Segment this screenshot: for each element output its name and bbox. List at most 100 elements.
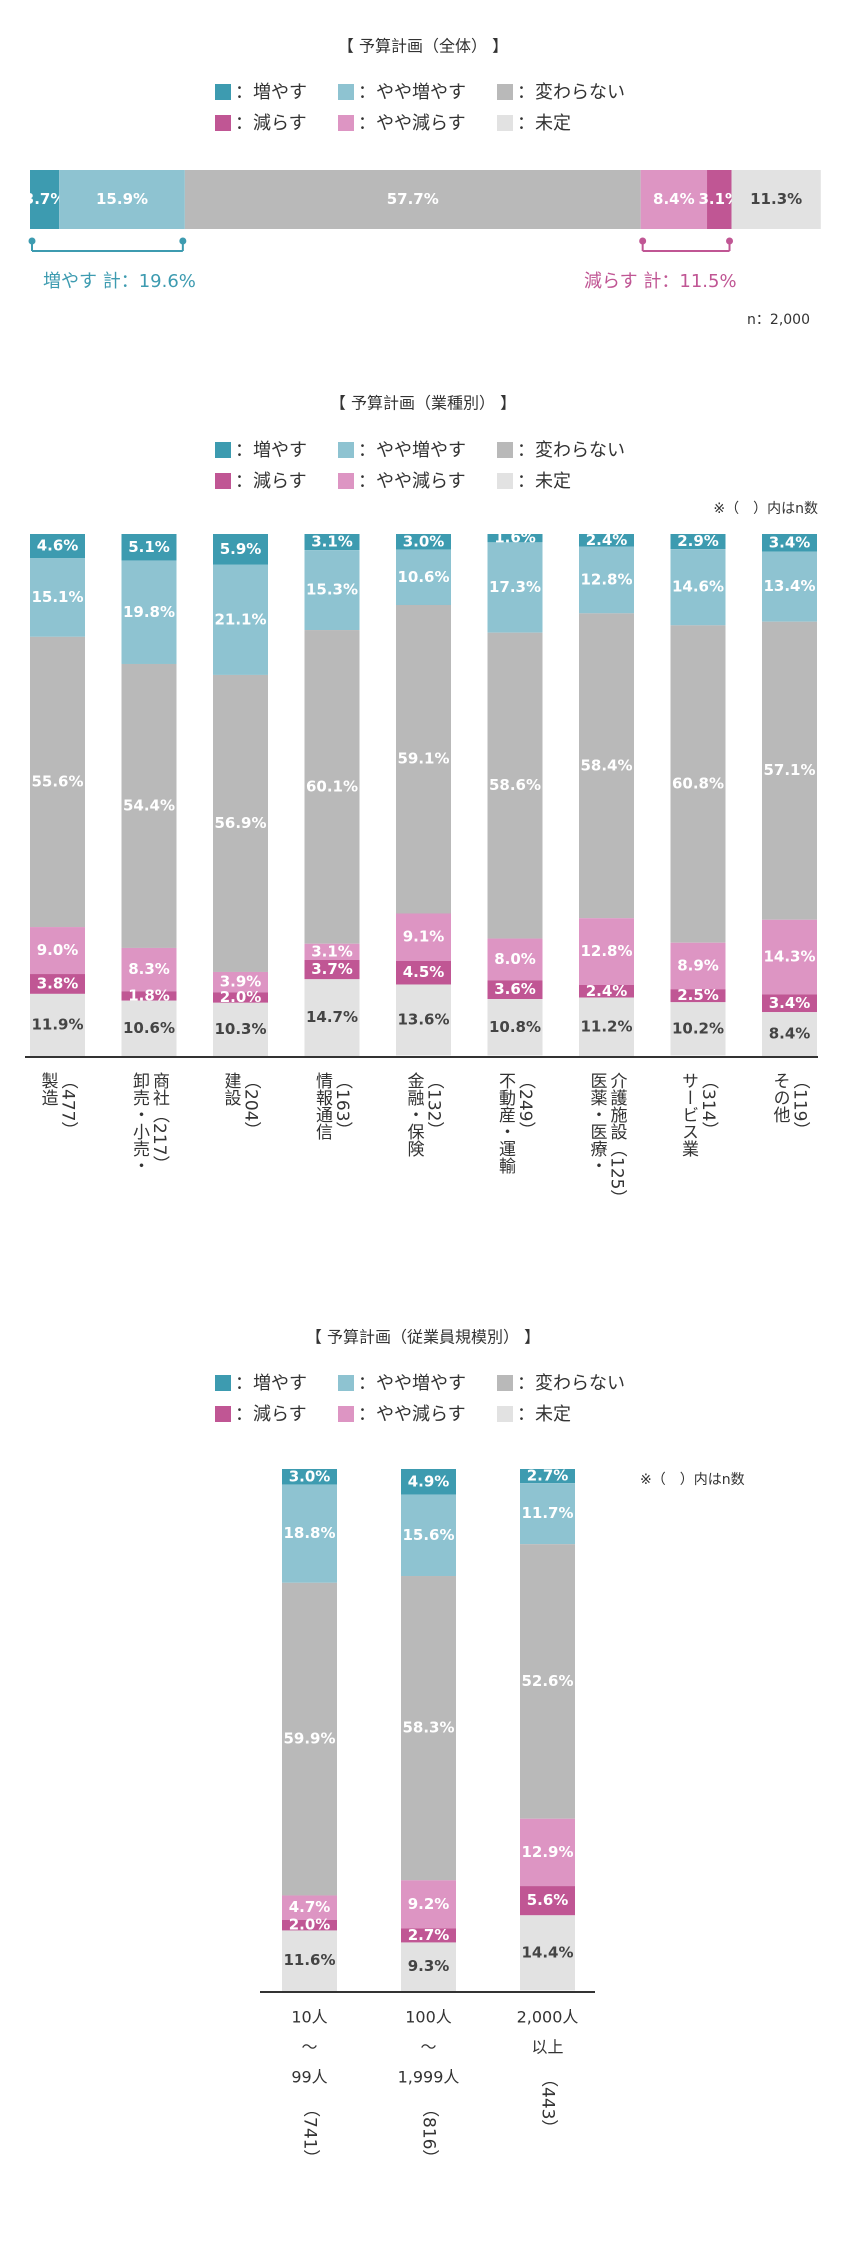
data-label: 14.3% [763, 948, 815, 966]
category-label: その他 [770, 1072, 791, 1123]
bar-segment [30, 170, 60, 229]
bar-segment [401, 1469, 456, 1495]
bar-segment [30, 993, 85, 1056]
data-label: 56.9% [214, 814, 266, 832]
bar-segment [213, 674, 268, 972]
legend-swatch [497, 1406, 513, 1422]
data-label: 15.9% [96, 190, 148, 208]
bar-segment [762, 919, 817, 995]
data-label: 3.4% [769, 533, 811, 551]
legend-swatch [497, 115, 513, 131]
legend-swatch [497, 473, 513, 489]
category-label: （314） [698, 1072, 719, 1138]
bar-segment [579, 613, 634, 919]
data-label: 2.5% [677, 986, 719, 1004]
category-label: 100人 [405, 2008, 452, 2027]
data-label: 54.4% [123, 796, 175, 814]
legend-label: ：増やす [235, 82, 307, 103]
data-label: 3.1% [698, 190, 740, 208]
bar-segment [487, 632, 543, 939]
bar-segment [121, 560, 177, 664]
category-label: （443） [538, 2070, 559, 2136]
increase-total: 増やす 計：19.6% [43, 271, 196, 292]
data-label: 57.1% [763, 761, 815, 779]
bar-segment [282, 1920, 337, 1931]
data-label: 15.6% [402, 1526, 454, 1544]
bar-segment [520, 1915, 575, 1991]
legend-swatch [215, 84, 231, 100]
legend-label: ：やや減らす [358, 1404, 466, 1425]
data-label: 58.3% [402, 1719, 454, 1737]
bar-segment [762, 1012, 817, 1056]
data-label: 10.6% [123, 1019, 175, 1037]
data-label: 9.3% [408, 1957, 450, 1975]
data-label: 3.4% [769, 994, 811, 1012]
data-label: 15.1% [31, 588, 83, 606]
data-label: 9.1% [403, 928, 445, 946]
data-label: 8.3% [128, 960, 170, 978]
bar-segment [487, 542, 543, 633]
bar-segment [304, 979, 360, 1056]
legend-label: ：変わらない [517, 82, 625, 103]
bar-segment [396, 984, 451, 1056]
bar-segment [762, 534, 817, 552]
bar-segment [121, 991, 177, 1001]
bar-segment [487, 980, 543, 1000]
data-label: 60.8% [672, 775, 724, 793]
data-label: 4.7% [289, 1898, 331, 1916]
data-label: 58.4% [580, 756, 632, 774]
legend-label: ：減らす [235, 1404, 307, 1425]
bar-segment [707, 170, 732, 229]
legend-swatch [497, 84, 513, 100]
decrease-bracket-dot [726, 237, 734, 245]
category-label: 2,000人 [517, 2008, 579, 2027]
data-label: 58.6% [489, 776, 541, 794]
data-label: 4.9% [408, 1472, 450, 1490]
legend-label: ：増やす [235, 1373, 307, 1394]
data-label: 10.6% [397, 568, 449, 586]
data-label: 11.7% [521, 1504, 573, 1522]
legend-label: ：未定 [517, 471, 571, 492]
legend-swatch [215, 473, 231, 489]
data-label: 3.6% [494, 980, 536, 998]
bar-segment [121, 663, 177, 948]
data-label: 3.1% [311, 942, 353, 960]
category-label: 以上 [531, 2038, 563, 2057]
data-label: 5.1% [128, 538, 170, 556]
increase-bracket-dot [28, 237, 36, 245]
data-label: 57.7% [387, 190, 439, 208]
bar-segment [762, 621, 817, 920]
data-label: 3.8% [37, 974, 79, 992]
category-label: 卸売・小売・ [129, 1072, 150, 1174]
category-label: （741） [300, 2100, 321, 2166]
bar-segment [487, 938, 543, 981]
bar-segment [520, 1886, 575, 1916]
legend-swatch [338, 1406, 354, 1422]
bar-segment [304, 943, 360, 960]
data-label: 10.8% [489, 1018, 541, 1036]
chart-title: 【 予算計画（従業員規模別） 】 [306, 1328, 540, 1347]
category-label: 1,999人 [398, 2068, 460, 2087]
bar-segment [670, 625, 726, 943]
legend-label: ：増やす [235, 440, 307, 461]
legend-label: ：やや減らす [358, 113, 466, 134]
bar-segment [579, 546, 634, 614]
category-label: ～ [420, 2038, 436, 2057]
data-label: 15.3% [306, 581, 358, 599]
bar-segment [304, 959, 360, 980]
bar-segment [304, 550, 360, 631]
bar-segment [401, 1576, 456, 1881]
bar-segment [396, 913, 451, 961]
category-label: （816） [419, 2100, 440, 2166]
bar-segment [762, 551, 817, 622]
legend-swatch [215, 1375, 231, 1391]
category-label: 不動産・運輸 [495, 1072, 516, 1175]
data-label: 3.1% [311, 533, 353, 551]
category-label: サービス業 [678, 1072, 699, 1157]
legend-label: ：やや減らす [358, 471, 466, 492]
bar-segment [121, 534, 177, 561]
decrease-bracket-dot [639, 237, 647, 245]
legend-swatch [338, 1375, 354, 1391]
bar-segment [30, 534, 85, 559]
